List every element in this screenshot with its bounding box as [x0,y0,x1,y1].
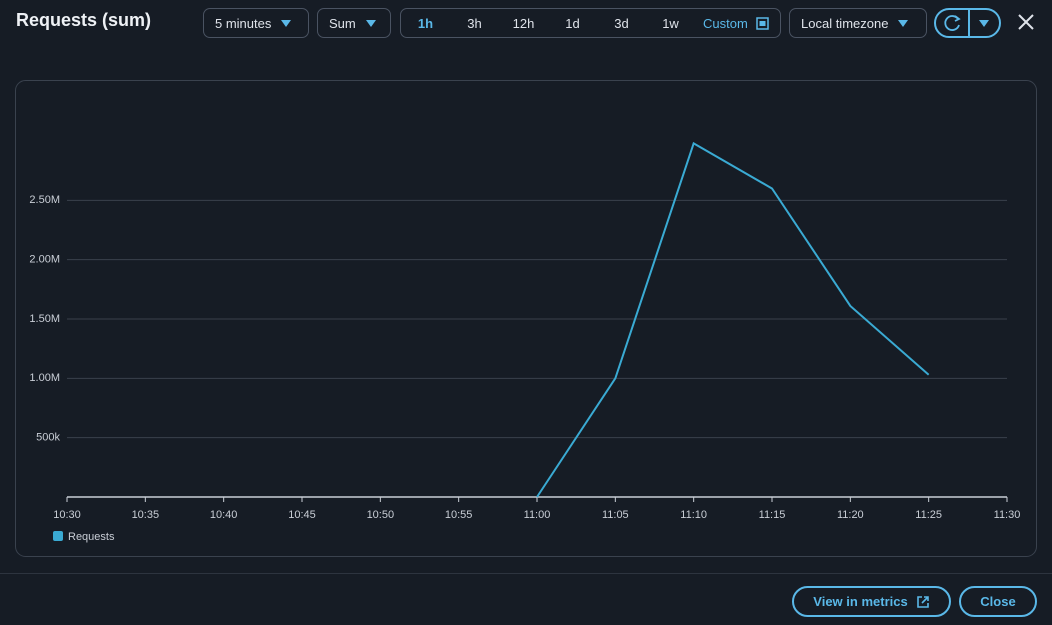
interval-dropdown[interactable]: 5 minutes [203,8,309,38]
close-button[interactable]: Close [959,586,1037,617]
custom-period[interactable]: Custom [703,15,748,31]
x-tick-label: 10:30 [53,509,81,521]
x-tick-label: 11:05 [602,509,629,521]
y-tick-label: 1.50M [29,313,60,325]
y-tick-label: 2.00M [29,254,60,266]
view-in-metrics-button[interactable]: View in metrics [792,586,951,617]
x-tick-label: 11:25 [915,509,942,521]
period-selector: 1h 3h 12h 1d 3d 1w Custom [400,8,781,38]
close-icon[interactable] [1016,12,1036,32]
caret [979,19,990,27]
interval: 5 minutes [215,15,272,31]
y-tick-label: 1.00M [29,372,60,384]
x-tick-label: 10:35 [132,509,160,521]
external-icon [916,595,929,608]
view-label: View in metrics [813,594,908,609]
footer-separator [0,573,1052,574]
x-tick-label: 11:10 [680,509,707,521]
caret [365,19,376,27]
x-tick-label: 11:00 [524,509,551,521]
x-tick-label: 10:50 [367,509,395,521]
legend-label: Requests [68,531,115,543]
x-tick-label: 10:45 [288,509,316,521]
period[interactable]: 3d [614,15,629,31]
calendar-icon [756,16,769,30]
statistic-dropdown[interactable]: Sum [317,8,391,38]
close-label: Close [980,594,1016,609]
x-tick-label: 11:30 [994,509,1021,521]
statistic: Sum [329,15,356,31]
caret [898,19,909,27]
refresh-button[interactable] [936,10,968,36]
y-tick-label: 500k [36,432,60,444]
y-tick-label: 2.50M [29,194,60,206]
timezone: Local timezone [801,15,889,31]
divider [968,10,970,36]
legend-swatch [53,531,63,541]
refresh-options[interactable] [970,10,1000,36]
x-tick-label: 10:40 [210,509,238,521]
x-tick-label: 11:20 [837,509,864,521]
title: Requests (sum) [16,10,152,30]
timezone-dropdown[interactable]: Local timezone [789,8,927,38]
period[interactable]: 1w [662,15,679,31]
caret [281,19,292,27]
x-tick-label: 10:55 [445,509,473,521]
period[interactable]: 1d [565,15,580,31]
refresh-group [934,8,1001,38]
period[interactable]: 12h [512,15,535,31]
period[interactable]: 3h [467,15,482,31]
period[interactable]: 1h [417,15,434,31]
series-line [536,141,930,498]
x-tick-label: 11:15 [759,509,786,521]
